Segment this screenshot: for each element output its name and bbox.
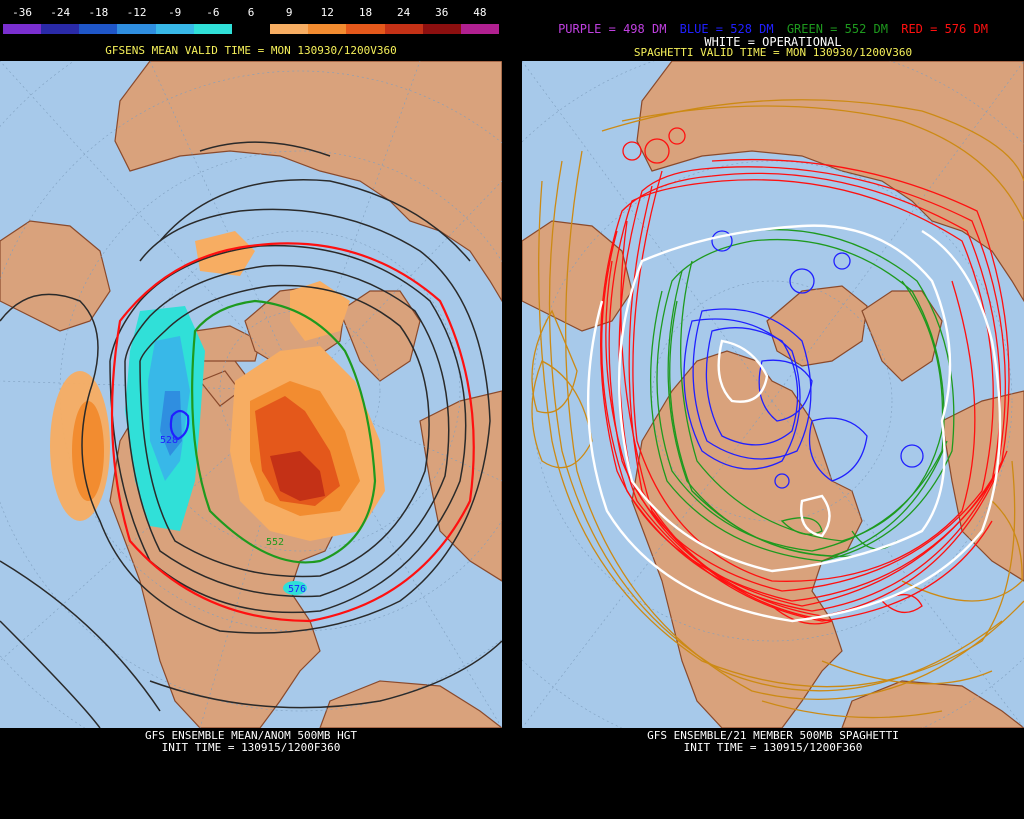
- scale-label: -18: [88, 6, 109, 19]
- spaghetti-panel: PURPLE = 498 DM BLUE = 528 DM GREEN = 55…: [522, 0, 1024, 819]
- scale-swatch: [460, 24, 500, 34]
- legend-purple: PURPLE = 498 DM: [558, 22, 667, 36]
- right-footer-title: GFS ENSEMBLE/21 MEMBER 500MB SPAGHETTI: [647, 729, 899, 742]
- scale-label: -24: [50, 6, 71, 19]
- scale-label: -6: [206, 6, 220, 19]
- scale-swatch: [155, 24, 194, 34]
- panel-divider: [502, 0, 522, 819]
- anomaly-scale-labels: -36 -24 -18 -12 -9 -6 6 9 12 18 24 36 48: [0, 6, 502, 20]
- scale-label: -12: [126, 6, 147, 19]
- scale-label: 24: [396, 6, 411, 19]
- spaghetti-498-members: [531, 99, 1024, 719]
- contour-label-528: 528: [160, 435, 178, 446]
- scale-label: 48: [473, 6, 487, 19]
- scale-label: 36: [435, 6, 449, 19]
- legend-blue: BLUE = 528 DM: [679, 22, 774, 36]
- spaghetti-528-members: [683, 230, 924, 489]
- scale-swatch: [346, 24, 385, 34]
- scale-swatch: [3, 24, 42, 34]
- legend-green: GREEN = 552 DM: [786, 22, 888, 36]
- spaghetti-legend: PURPLE = 498 DM BLUE = 528 DM GREEN = 55…: [522, 22, 1024, 36]
- scale-label: -36: [12, 6, 32, 19]
- right-footer-init: INIT TIME = 130915/1200F360: [683, 741, 863, 754]
- anomaly-shading: [50, 231, 385, 595]
- contour-528: [169, 409, 190, 441]
- scale-swatch: [79, 24, 118, 34]
- scale-swatch: [41, 24, 80, 34]
- scale-swatch: [193, 24, 232, 34]
- scale-swatch: [117, 24, 156, 34]
- scale-swatch: [270, 24, 309, 34]
- scale-label: 18: [358, 6, 373, 19]
- legend-white: WHITE = OPERATIONAL: [704, 35, 842, 49]
- scale-swatch: [308, 24, 347, 34]
- scale-label: 12: [320, 6, 334, 19]
- contour-576: [110, 242, 475, 623]
- spaghetti-576-members: [600, 127, 1010, 625]
- operational-contours: [586, 224, 1002, 623]
- ensemble-mean-map: 528 552 576: [0, 61, 502, 728]
- ensemble-mean-panel: -36 -24 -18 -12 -9 -6 6 9 12 18 24 36 48 GFSENS MEAN…: [0, 0, 502, 819]
- legend-red: RED = 576 DM: [901, 22, 988, 36]
- scale-swatch: [422, 24, 461, 34]
- contour-label-576: 576: [288, 584, 306, 595]
- scale-swatch: [384, 24, 423, 34]
- scale-swatch: [231, 24, 271, 34]
- left-valid-time: GFSENS MEAN VALID TIME = MON 130930/1200…: [105, 44, 397, 57]
- left-footer-init: INIT TIME = 130915/1200F360: [161, 741, 341, 754]
- spaghetti-552-members: [650, 228, 955, 562]
- contour-552: [191, 299, 377, 564]
- scale-label: -9: [168, 6, 182, 19]
- spaghetti-map: [522, 61, 1024, 728]
- anomaly-color-scale: [3, 24, 500, 34]
- contour-label-552: 552: [266, 537, 284, 548]
- scale-label: 9: [285, 6, 293, 19]
- left-footer-title: GFS ENSEMBLE MEAN/ANOM 500MB HGT: [145, 729, 357, 742]
- right-valid-time: SPAGHETTI VALID TIME = MON 130930/1200V3…: [633, 46, 913, 59]
- scale-label: 6: [247, 6, 255, 19]
